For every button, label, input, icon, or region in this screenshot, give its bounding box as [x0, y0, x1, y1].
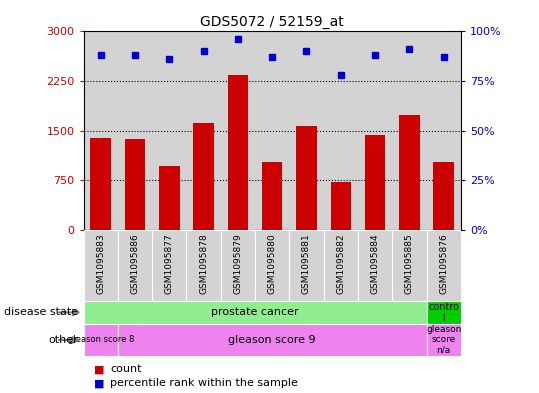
Text: contro
l: contro l	[428, 302, 459, 323]
Bar	[159, 166, 179, 230]
Bar	[365, 135, 385, 230]
Bar	[262, 162, 282, 230]
Bar	[330, 182, 351, 230]
Bar	[426, 230, 461, 301]
Text: GSM1095878: GSM1095878	[199, 233, 208, 294]
Bar	[426, 324, 461, 356]
Bar	[399, 116, 420, 230]
Text: prostate cancer: prostate cancer	[211, 307, 299, 318]
Bar	[221, 230, 255, 301]
Text: GSM1095886: GSM1095886	[130, 233, 140, 294]
Text: ■: ■	[94, 364, 105, 375]
Bar	[433, 162, 454, 230]
Bar	[392, 230, 426, 301]
Bar	[426, 301, 461, 324]
Bar	[186, 230, 221, 301]
Text: GSM1095880: GSM1095880	[268, 233, 277, 294]
Text: GSM1095876: GSM1095876	[439, 233, 448, 294]
Bar	[227, 75, 248, 230]
Bar	[323, 230, 358, 301]
Text: GSM1095884: GSM1095884	[371, 233, 379, 294]
Title: GDS5072 / 52159_at: GDS5072 / 52159_at	[201, 15, 344, 29]
Text: gleason score 9: gleason score 9	[229, 335, 316, 345]
Bar	[91, 138, 111, 230]
Text: GSM1095881: GSM1095881	[302, 233, 311, 294]
Text: GSM1095882: GSM1095882	[336, 233, 345, 294]
Text: other: other	[49, 335, 78, 345]
Bar	[152, 230, 186, 301]
Text: gleason score 8: gleason score 8	[67, 336, 134, 344]
Bar	[125, 139, 146, 230]
Text: percentile rank within the sample: percentile rank within the sample	[110, 378, 299, 388]
Text: GSM1095883: GSM1095883	[96, 233, 105, 294]
Bar	[118, 324, 426, 356]
Text: gleason
score
n/a: gleason score n/a	[426, 325, 461, 355]
Text: disease state: disease state	[4, 307, 78, 318]
Text: GSM1095877: GSM1095877	[165, 233, 174, 294]
Bar	[194, 123, 214, 230]
Bar	[358, 230, 392, 301]
Bar	[118, 230, 152, 301]
Bar	[255, 230, 289, 301]
Text: GSM1095879: GSM1095879	[233, 233, 243, 294]
Bar	[296, 126, 317, 230]
Text: GSM1095885: GSM1095885	[405, 233, 414, 294]
Text: count: count	[110, 364, 142, 375]
Text: ■: ■	[94, 378, 105, 388]
Bar	[289, 230, 323, 301]
Bar	[84, 230, 118, 301]
Bar	[84, 324, 118, 356]
